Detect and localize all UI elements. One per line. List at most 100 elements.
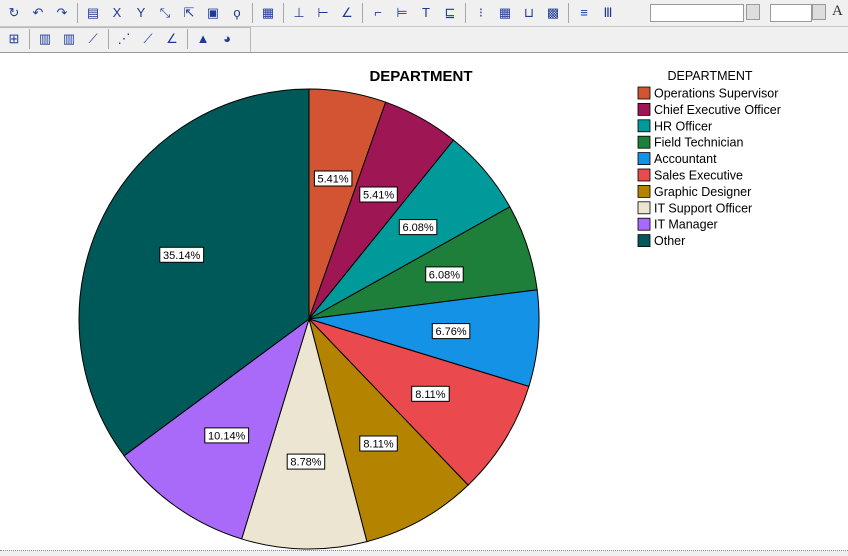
frame-icon[interactable]: ▦ [261, 5, 275, 20]
data-label-graphic-designer[interactable]: 8.11% [359, 435, 398, 452]
pie-data-labels: 5.41% 5.41% 6.08% 6.08% 6.76% 8.11% 8.11% 8.78%… [159, 170, 471, 470]
align-icon[interactable]: ≡ [580, 5, 588, 20]
pie-chart: DEPARTMENT 5.41% 5.41% 6.08% 6.08% 6.76% 8.11… [78, 68, 781, 550]
area-icon[interactable]: ∠ [166, 31, 178, 46]
font-combo-dropdown[interactable] [746, 4, 760, 20]
toolbar-separator [465, 2, 466, 23]
reference-line-y-icon[interactable]: ⊥ [293, 5, 305, 20]
data-label-box [431, 323, 471, 340]
rescale-icon[interactable]: ⤡ [159, 5, 171, 20]
toolbar-row-2-buttons: ⊞ ▥ ▥ ⟋ ⋰ ⟋ ∠ ▲ ◕ [2, 26, 239, 51]
lasso-icon[interactable]: ϙ [233, 5, 241, 20]
data-label-icon[interactable]: ▣ [206, 5, 220, 20]
legend-label: Graphic Designer [654, 185, 751, 199]
legend-label: IT Support Officer [654, 201, 752, 215]
data-label-text: 6.08% [402, 222, 433, 234]
scatter-fit-icon[interactable]: ⟋ [143, 31, 153, 46]
chart-frame-icon[interactable]: ⊞ [8, 31, 20, 46]
data-label-accountant[interactable]: 6.76% [431, 323, 471, 340]
legend-swatch [637, 152, 651, 165]
toolbar-separator [77, 2, 78, 23]
pie-slice-it-support-officer[interactable] [241, 317, 368, 550]
data-label-other[interactable]: 35.14% [159, 246, 205, 263]
histogram-icon[interactable]: ▲ [196, 31, 210, 46]
legend-swatch [637, 184, 651, 198]
toolbar-row-1: ↻ ↶ ↷ ▤ X Y ⤡ ⇱ ▣ ϙ ▦ ⊥ ⊢ ∠ ⌐ ⊨ T ⊑ ⁝ ▦ ⊔ ▩ ≡ Ⅲ A [0, 0, 848, 27]
reference-line-x-icon[interactable]: ⊢ [317, 5, 329, 20]
fit-line-icon[interactable]: ∠ [341, 5, 353, 20]
legend-label: HR Officer [654, 119, 712, 133]
toolbar-separator [187, 28, 188, 49]
pie-chart-icon[interactable]: ◕ [223, 31, 231, 46]
footnote-icon[interactable]: ⊨ [396, 5, 408, 20]
title-icon[interactable]: ⌐ [374, 5, 382, 20]
data-label-text: 8.11% [363, 439, 394, 451]
data-label-operations-supervisor[interactable]: 5.41% [313, 170, 353, 187]
pie-slice-graphic-designer[interactable] [308, 317, 469, 543]
legend-item-hr-officer[interactable]: HR Officer [637, 119, 712, 133]
data-label-text: 6.76% [435, 326, 466, 338]
legend-item-other[interactable]: Other [637, 234, 685, 248]
font-size-dropdown[interactable] [812, 4, 826, 20]
axis-icon[interactable]: ⊔ [523, 5, 535, 20]
clustered-bar-icon[interactable]: ▥ [62, 31, 76, 46]
data-label-sales-executive[interactable]: 8.11% [411, 385, 450, 402]
toolbar-separator [362, 2, 363, 23]
data-label-text: 5.41% [317, 174, 348, 186]
legend-item-field-technician[interactable]: Field Technician [637, 136, 743, 150]
properties-icon[interactable]: ▤ [86, 5, 100, 20]
data-label-it-support-officer[interactable]: 8.78% [286, 453, 326, 470]
data-label-text: 10.14% [208, 430, 246, 442]
legend-label: Sales Executive [654, 169, 743, 183]
legend-item-graphic-designer[interactable]: Graphic Designer [637, 184, 751, 199]
scatter-icon[interactable]: ⋰ [117, 31, 131, 46]
data-label-it-manager[interactable]: 10.14% [204, 427, 250, 444]
legend-label: Other [654, 234, 685, 248]
toolbar-separator [29, 28, 30, 49]
data-label-box [313, 170, 353, 187]
bars-icon[interactable]: Ⅲ [603, 5, 613, 20]
redo-icon[interactable]: ↷ [56, 5, 68, 20]
pie-slice-other[interactable] [78, 88, 310, 457]
undo-icon[interactable]: ↶ [32, 5, 44, 20]
text-box-icon[interactable]: T [422, 5, 430, 20]
x-axis-icon[interactable]: X [112, 5, 122, 20]
legend-label: Accountant [654, 152, 717, 166]
legend-title: DEPARTMENT [668, 69, 753, 83]
color-legend-icon[interactable]: ▩ [546, 5, 560, 20]
legend-swatch [637, 217, 651, 231]
font-size-icon[interactable]: A [832, 3, 843, 19]
legend-item-chief-executive-officer[interactable]: Chief Executive Officer [637, 103, 781, 117]
legend-swatch [637, 86, 651, 100]
legend-item-sales-executive[interactable]: Sales Executive [637, 169, 743, 183]
transpose-icon[interactable]: ⇱ [183, 5, 195, 20]
table-icon[interactable]: ▦ [498, 5, 512, 20]
data-label-chief-executive-officer[interactable]: 5.41% [359, 186, 398, 203]
status-strip [0, 550, 848, 556]
data-label-box [398, 219, 438, 236]
line-chart-icon[interactable]: ⟋ [88, 31, 98, 46]
pie-slices [78, 88, 540, 550]
y-axis-icon[interactable]: Y [136, 5, 146, 20]
data-label-box [286, 453, 326, 470]
legend-label: Chief Executive Officer [654, 103, 781, 117]
chart-title: DEPARTMENT [369, 68, 472, 85]
legend-item-accountant[interactable]: Accountant [637, 152, 717, 166]
data-label-box [411, 385, 450, 402]
legend-item-operations-supervisor[interactable]: Operations Supervisor [637, 86, 778, 101]
legend-item-it-manager[interactable]: IT Manager [637, 217, 718, 232]
data-label-hr-officer[interactable]: 6.08% [398, 219, 438, 236]
legend-item-it-support-officer[interactable]: IT Support Officer [637, 201, 752, 215]
legend-label: IT Manager [654, 218, 718, 232]
font-combo[interactable] [650, 4, 744, 22]
bar-chart-icon[interactable]: ▥ [38, 31, 52, 46]
data-label-field-technician[interactable]: 6.08% [425, 266, 464, 283]
grid-icon[interactable]: ⁝ [478, 5, 484, 20]
toolbar-separator [108, 28, 109, 49]
pie-slice-sales-executive[interactable] [307, 317, 530, 486]
data-label-text: 5.41% [363, 190, 394, 202]
refresh-icon[interactable]: ↻ [8, 5, 20, 20]
data-label-text: 8.11% [415, 389, 446, 401]
legend-icon[interactable]: ⊑ [444, 5, 456, 20]
font-size-combo[interactable] [770, 4, 812, 22]
